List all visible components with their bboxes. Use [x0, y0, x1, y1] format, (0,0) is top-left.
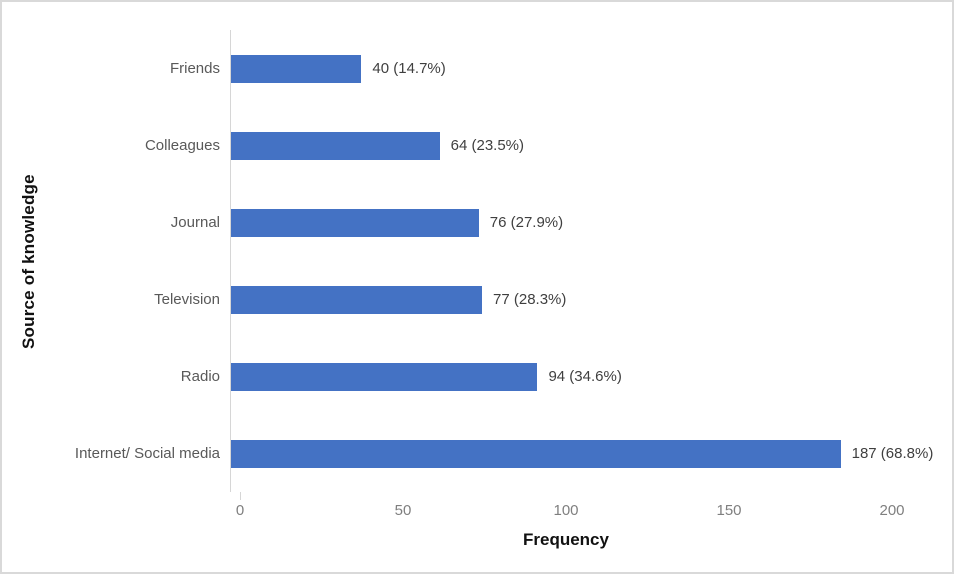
bar [231, 439, 841, 468]
x-tick-label: 200 [879, 502, 905, 519]
bar [231, 285, 483, 314]
bar-zone: 40 (14.7%) [230, 30, 950, 107]
bar [231, 208, 479, 237]
category-label: Internet/ Social media [74, 445, 220, 462]
category-label: Colleagues [144, 137, 220, 154]
x-tick-label: 150 [716, 502, 742, 519]
bar-zone: 187 (68.8%) [230, 415, 950, 492]
bar [231, 362, 538, 391]
value-label: 77 (28.3%) [493, 291, 567, 308]
x-tick-label: 50 [394, 502, 412, 519]
bar-row: Journal 76 (27.9%) [2, 184, 950, 261]
value-label: 64 (23.5%) [450, 137, 524, 154]
plot-area: Friends 40 (14.7%) Colleagues 64 (23.5%) Jou… [2, 30, 950, 492]
value-label: 94 (34.6%) [548, 368, 622, 385]
bar-row: Radio 94 (34.6%) [2, 338, 950, 415]
axis-tick-mark [240, 492, 241, 500]
bar-row: Internet/ Social media 187 (68.8%) [2, 415, 950, 492]
category-label: Radio [180, 368, 220, 385]
bar-zone: 94 (34.6%) [230, 338, 950, 415]
x-tick-label: 100 [553, 502, 579, 519]
bar-row: Television 77 (28.3%) [2, 261, 950, 338]
value-label: 76 (27.9%) [489, 214, 564, 231]
bar [231, 131, 440, 160]
bar-zone: 76 (27.9%) [230, 184, 950, 261]
category-label: Television [154, 291, 220, 308]
value-label: 187 (68.8%) [851, 445, 934, 462]
x-axis: 0 50 100 150 200 [236, 492, 905, 519]
bar-row: Colleagues 64 (23.5%) [2, 107, 950, 184]
bar [231, 54, 362, 83]
bar-zone: 64 (23.5%) [230, 107, 950, 184]
category-label: Friends [169, 60, 220, 77]
bar-row: Friends 40 (14.7%) [2, 30, 950, 107]
value-label: 40 (14.7%) [372, 60, 446, 77]
bar-zone: 77 (28.3%) [230, 261, 950, 338]
x-axis-title: Frequency [523, 530, 609, 549]
category-label: Journal [170, 214, 220, 231]
x-tick-label: 0 [235, 502, 245, 519]
